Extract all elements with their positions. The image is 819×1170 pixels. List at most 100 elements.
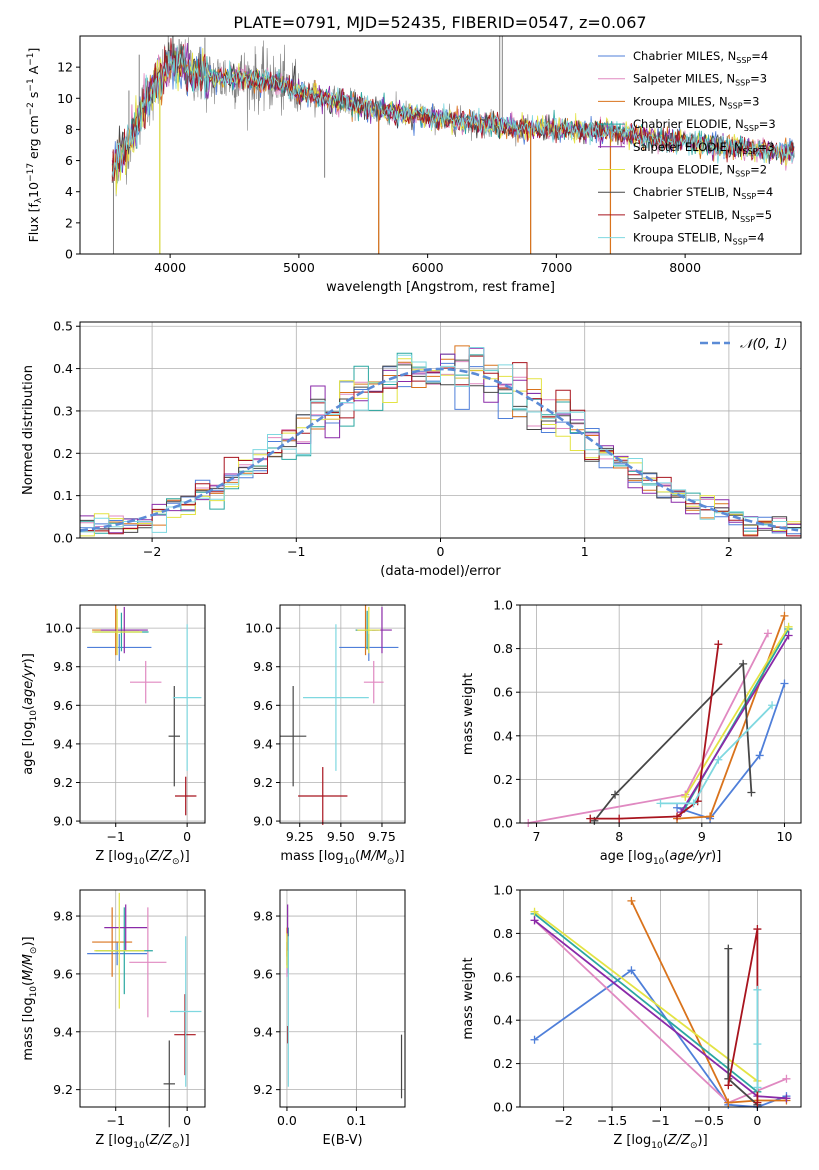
y-tick-label: 0.4 (493, 1013, 513, 1028)
x-tick-label: 9.50 (327, 829, 355, 844)
label-part: SSP (736, 56, 751, 65)
y-tick-label: 9.6 (53, 698, 73, 713)
y-tick-label: 0.6 (493, 969, 513, 984)
label-part: Z [log (613, 1133, 651, 1148)
plot-frame (79, 889, 206, 1108)
y-tick-label: 0.1 (53, 488, 73, 503)
weight-marker (681, 792, 690, 801)
x-axis-label: Z [log10(Z/Z⊙)] (613, 1133, 707, 1151)
normal-pdf-curve (80, 367, 799, 532)
y-tick-label: 0.2 (493, 772, 513, 787)
x-axis-label: wavelength [Angstrom, rest frame] (326, 280, 555, 295)
label-part: Kroupa STELIB, N (633, 231, 733, 245)
x-tick-label: 6000 (412, 260, 444, 275)
x-tick-label: 10 (777, 829, 793, 844)
y-tick-label: 6 (65, 153, 73, 168)
label-part: Salpeter STELIB, N (633, 208, 740, 222)
plot-frame (279, 604, 406, 824)
label-part: SSP (743, 147, 758, 156)
weight-series-salpeter-stelib (586, 640, 723, 823)
y-tick-label: 10.0 (45, 621, 73, 636)
y-tick-label: 9.6 (253, 966, 273, 981)
plot-frame (79, 35, 802, 255)
label-part: =5 (755, 208, 772, 222)
weight-series-chabrier-miles (673, 679, 789, 823)
label-part: s (26, 92, 41, 103)
label-part: )] (394, 849, 404, 864)
label-part: −1 (26, 78, 36, 91)
x-axis-label: E(B-V) (322, 1133, 362, 1148)
label-part: SSP (740, 215, 755, 224)
weight-marker (627, 966, 636, 975)
weight-marker (586, 814, 595, 823)
y-tick-label: 9.8 (253, 659, 273, 674)
y-tick-label: 9.6 (253, 698, 273, 713)
y-tick-label: 0.4 (493, 728, 513, 743)
weight-marker (673, 812, 682, 821)
weight-marker (784, 631, 793, 640)
weight-marker (782, 1094, 791, 1103)
x-axis-label: Z [log10(Z/Z⊙)] (95, 849, 189, 867)
age-vs-Z-panel: −1 09.09.29.49.69.810.0Z [log10(Z/Z⊙)]age… (21, 604, 206, 867)
x-tick-label: −1 (106, 829, 124, 844)
errorbar-point-salpeter-miles (129, 907, 167, 1018)
errorbar-point-salpeter-stelib (174, 994, 196, 1076)
y-tick-label: 12 (57, 60, 73, 75)
y-axis-label: mass [log10(M/M⊙)] (21, 936, 39, 1060)
label-part: erg cm (26, 115, 41, 163)
label-part: age/yr (669, 849, 712, 864)
label-part: =4 (751, 49, 768, 63)
y-tick-label: 1.0 (493, 883, 513, 898)
y-tick-label: 0.8 (493, 641, 513, 656)
label-part: Kroupa ELODIE, N (633, 163, 735, 177)
y-tick-label: 9.4 (53, 736, 73, 751)
weight-series-chabrier-stelib (590, 659, 756, 825)
label-part: 10 (26, 182, 41, 198)
x-tick-label: −1.5 (597, 1113, 627, 1128)
weight-marker (739, 659, 748, 668)
x-tick-label: 0.0 (277, 1113, 297, 1128)
label-part: ⊙ (387, 857, 395, 867)
legend-label-chabrier-elodie: Chabrier ELODIE, NSSP=3 (633, 117, 776, 133)
label-part: SSP (735, 170, 750, 179)
label-part: ( (145, 1133, 150, 1148)
x-tick-label: −1 (651, 1113, 669, 1128)
y-axis-label: Flux [fλ10−17 erg cm−2 s−1 A−1] (26, 48, 44, 243)
weight-marker (755, 751, 764, 760)
label-part: SSP (735, 79, 750, 88)
label-part: 10 (133, 857, 145, 867)
label-part: =4 (748, 231, 765, 245)
legend-label-chabrier-miles: Chabrier MILES, NSSP=4 (633, 49, 768, 65)
weight-marker (627, 896, 636, 905)
errorbar-point-chabrier-miles (87, 942, 148, 966)
weight-marker (768, 701, 777, 710)
y-tick-label: 0.6 (493, 685, 513, 700)
weight-line (593, 661, 753, 822)
y-tick-label: 9.8 (53, 659, 73, 674)
errorbar-point-salpeter-miles (130, 660, 162, 704)
label-part: SSP (728, 101, 743, 110)
label-part: SSP (744, 124, 759, 133)
weight-line (680, 635, 790, 813)
label-part: ( (355, 849, 360, 864)
label-part: ⊙ (690, 1141, 698, 1151)
weight-marker (753, 985, 762, 994)
label-part: Z/Z (149, 849, 173, 864)
weight-marker (530, 916, 539, 925)
weight-series-salpeter-elodie (677, 631, 793, 817)
weight-marker (753, 1040, 762, 1049)
errorbar-point-salpeter-stelib (175, 776, 197, 816)
weight-line (630, 900, 787, 1104)
mass-vs-EBV-panel: 0.0 0.1 9.2 9.4 9.6 9.8 E(B-V) (253, 889, 406, 1148)
label-part: 10 (653, 857, 665, 867)
weight-vs-Z-panel: −2 −1.5 −1 −0.5 0 0.0 0.2 0.4 0.6 0.8 1.0 Z [log10(… (461, 883, 802, 1151)
weight-series-kroupa-stelib (656, 701, 777, 808)
label-part: SSP (741, 192, 756, 201)
label-part: =3 (759, 117, 776, 131)
x-tick-label: 1 (581, 544, 589, 559)
plot-frame (79, 604, 206, 824)
label-part: ( (21, 981, 36, 986)
weight-line (676, 615, 786, 820)
label-part: M/M (360, 849, 387, 864)
